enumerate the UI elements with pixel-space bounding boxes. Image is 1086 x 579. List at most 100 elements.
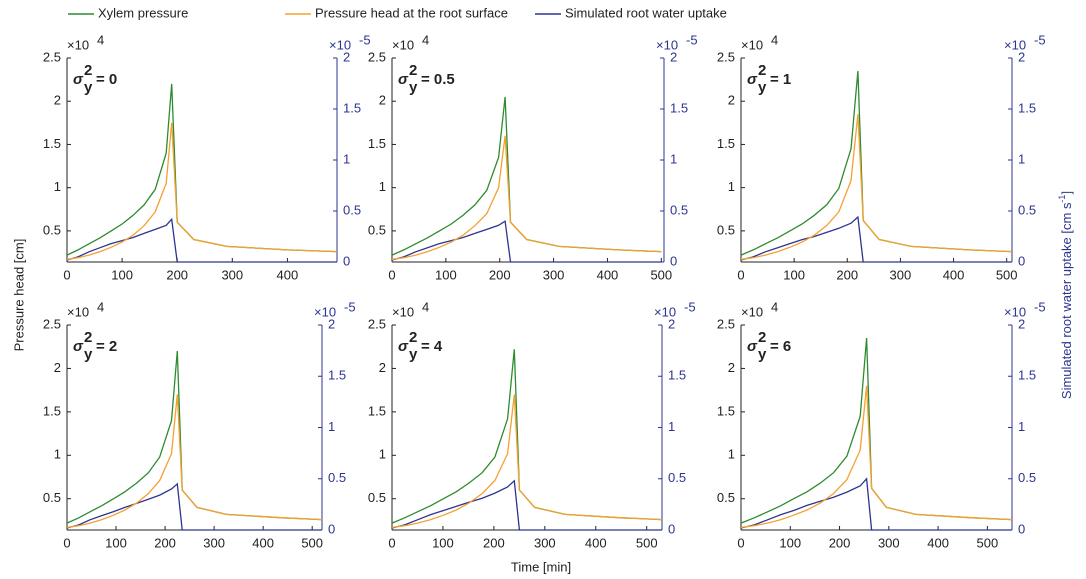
y-multiplier: ×10 — [392, 304, 414, 319]
series-line — [391, 479, 662, 531]
x-tick-label: 300 — [543, 267, 565, 282]
y2-tick-label: 0.5 — [328, 470, 346, 485]
y-tick-label: 1 — [54, 447, 61, 462]
x-tick-label: 0 — [63, 267, 70, 282]
y2-tick-label: 0 — [1018, 253, 1025, 268]
y2-tick-label: 0 — [343, 253, 350, 268]
y-tick-label: 2 — [379, 93, 386, 108]
y2-tick-label: 2 — [1018, 316, 1025, 331]
y2-tick-label: 1 — [1018, 419, 1025, 434]
y2-multiplier: ×10 — [656, 37, 678, 52]
title-subscript: y — [84, 79, 93, 96]
series-line — [740, 477, 1012, 531]
y-tick-label: 0.5 — [368, 222, 386, 237]
series-line — [391, 135, 662, 261]
series-line — [391, 96, 662, 256]
y2-tick-label: 1.5 — [1018, 368, 1036, 383]
y-tick-label: 2 — [379, 360, 386, 375]
x-tick-label: 200 — [829, 535, 851, 550]
x-tick-label: 300 — [878, 535, 900, 550]
title-text: = 1 — [770, 71, 791, 88]
y2-tick-label: 1.5 — [670, 100, 688, 115]
y-multiplier-exponent: 4 — [422, 299, 429, 314]
x-tick-label: 100 — [435, 267, 457, 282]
title-superscript: 2 — [758, 329, 766, 346]
x-tick-label: 200 — [489, 267, 511, 282]
title-symbol: σ — [398, 338, 409, 355]
y2-tick-label: 1 — [1018, 151, 1025, 166]
x-tick-label: 300 — [534, 535, 556, 550]
y2-tick-label: 2 — [1018, 49, 1025, 64]
x-tick-label: 400 — [252, 535, 274, 550]
y2-tick-label: 0.5 — [1018, 202, 1036, 217]
y-tick-label: 0.5 — [368, 490, 386, 505]
x-tick-label: 0 — [388, 267, 395, 282]
x-tick-label: 0 — [737, 535, 744, 550]
y-tick-label: 2.5 — [717, 316, 735, 331]
y2-label-text: Simulated root water uptake [cm s — [1059, 202, 1074, 399]
x-tick-label: 0 — [63, 535, 70, 550]
y-tick-label: 1.5 — [43, 136, 61, 151]
x-tick-label: 200 — [836, 267, 858, 282]
series-line — [740, 114, 1013, 261]
title-text: = 4 — [421, 338, 443, 355]
y2-tick-label: 0 — [670, 253, 677, 268]
y-multiplier: ×10 — [67, 304, 89, 319]
y-tick-label: 1.5 — [717, 136, 735, 151]
x-tick-label: 100 — [111, 267, 133, 282]
y-tick-label: 1 — [379, 447, 386, 462]
x-tick-label: 100 — [779, 535, 801, 550]
y-tick-label: 0.5 — [43, 222, 61, 237]
title-symbol: σ — [747, 338, 758, 355]
y2-tick-label: 0 — [1018, 521, 1025, 536]
y2-tick-label: 0.5 — [670, 202, 688, 217]
x-tick-label: 100 — [432, 535, 454, 550]
x-tick-label: 0 — [388, 535, 395, 550]
x-tick-label: 400 — [943, 267, 965, 282]
x-tick-label: 400 — [277, 267, 299, 282]
y-tick-label: 2.5 — [717, 49, 735, 64]
y-tick-label: 2 — [728, 93, 735, 108]
x-tick-label: 500 — [636, 535, 658, 550]
y2-tick-label: 0.5 — [668, 470, 686, 485]
y-tick-label: 2 — [54, 93, 61, 108]
y-multiplier: ×10 — [741, 304, 763, 319]
y2-tick-label: 2 — [343, 49, 350, 64]
legend-label: Pressure head at the root surface — [315, 5, 508, 20]
title-text: = 2 — [96, 338, 117, 355]
y2-multiplier-exponent: -5 — [1034, 32, 1046, 47]
x-tick-label: 300 — [203, 535, 225, 550]
title-symbol: σ — [398, 71, 409, 88]
legend-label: Simulated root water uptake — [565, 5, 727, 20]
title-subscript: y — [758, 346, 767, 363]
x-tick-label: 100 — [783, 267, 805, 282]
title-superscript: 2 — [84, 329, 92, 346]
y2-multiplier-exponent: -5 — [1034, 299, 1046, 314]
x-tick-label: 500 — [650, 267, 672, 282]
series-line — [391, 220, 662, 263]
y2-tick-label: 0 — [668, 521, 675, 536]
y-tick-label: 2.5 — [43, 49, 61, 64]
y-tick-label: 1.5 — [368, 403, 386, 418]
y-multiplier-exponent: 4 — [97, 32, 104, 47]
x-tick-label: 400 — [585, 535, 607, 550]
y2-multiplier: ×10 — [329, 37, 351, 52]
series-line — [66, 217, 337, 263]
title-superscript: 2 — [409, 329, 417, 346]
y2-tick-label: 1 — [328, 419, 335, 434]
y2-tick-label: 1 — [343, 151, 350, 166]
y2-multiplier-exponent: -5 — [686, 32, 698, 47]
series-line — [66, 83, 338, 256]
series-line — [66, 351, 323, 524]
y2-multiplier: ×10 — [1004, 304, 1026, 319]
y2-multiplier: ×10 — [654, 304, 676, 319]
title-text: = 0 — [96, 71, 117, 88]
y-multiplier-exponent: 4 — [97, 299, 104, 314]
x-tick-label: 500 — [301, 535, 323, 550]
y-multiplier-exponent: 4 — [422, 32, 429, 47]
x-tick-label: 300 — [890, 267, 912, 282]
y-tick-label: 1 — [728, 447, 735, 462]
series-line — [740, 385, 1013, 529]
x-tick-label: 200 — [154, 535, 176, 550]
